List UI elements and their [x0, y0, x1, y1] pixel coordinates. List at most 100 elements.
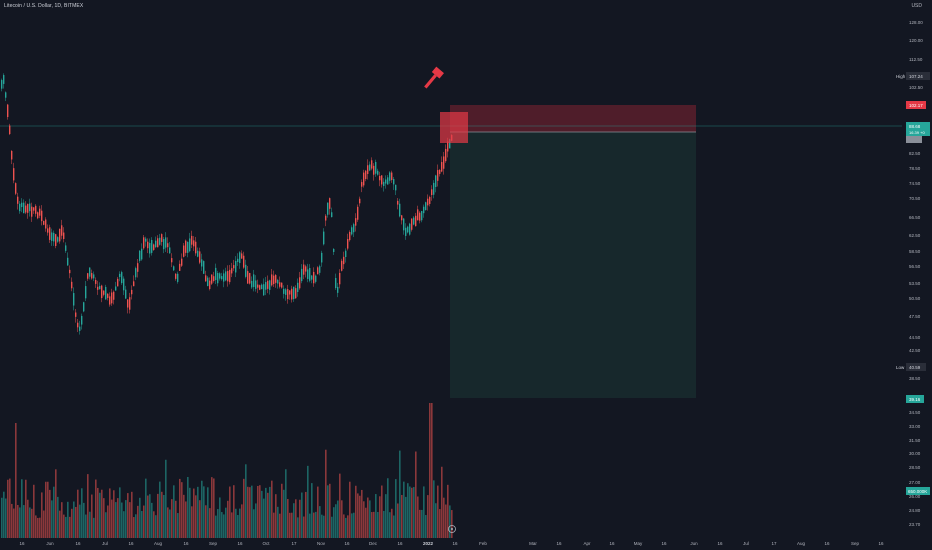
candle-body	[137, 263, 139, 272]
candle-body	[417, 209, 419, 221]
time-axis[interactable]: 16 Jun 16 Jul 16 Aug 16 Sep 16 Oct 17 Nov 16 Dec 16 202…	[19, 541, 884, 546]
volume-bar	[79, 504, 81, 538]
candle-body	[189, 238, 191, 252]
price-axis[interactable]: 128.00 120.00 112.50 102.50 82.50 78.50 74.50 7…	[909, 20, 923, 527]
stop-loss-zone[interactable]	[450, 105, 696, 132]
volume-bar	[191, 506, 193, 538]
volume-bar	[417, 496, 419, 538]
candle-body	[361, 182, 363, 187]
currency-label: USD	[911, 3, 922, 9]
candle-body	[65, 245, 67, 251]
candle-body	[49, 227, 51, 240]
volume-bar	[309, 513, 311, 538]
volume-bar	[217, 509, 219, 538]
candle-body	[105, 286, 107, 300]
candle-body	[327, 202, 329, 215]
volume-bar	[367, 497, 369, 538]
volume-bar	[355, 485, 357, 538]
volume-bar	[33, 484, 35, 538]
price-tick: 82.50	[909, 151, 921, 156]
time-tick: 2022	[423, 541, 434, 546]
candle-body	[201, 259, 203, 267]
time-tick: 16	[19, 541, 25, 546]
candle-body	[387, 177, 389, 185]
volume-bar	[379, 496, 381, 538]
candle-body	[391, 172, 393, 181]
candle-body	[127, 299, 129, 308]
candle-body	[389, 172, 391, 181]
volume-bar	[297, 517, 299, 538]
volume-bar	[81, 488, 83, 538]
candle-body	[63, 232, 65, 239]
candle-body	[299, 277, 301, 289]
volume-bar	[147, 495, 149, 538]
volume-bar	[183, 494, 185, 538]
volume-bar	[251, 485, 253, 538]
candle-body	[11, 150, 13, 160]
time-tick: May	[634, 541, 643, 546]
gear-icon[interactable]	[448, 525, 456, 533]
candle-body	[303, 264, 305, 275]
candle-body	[227, 271, 229, 282]
volume-bar	[15, 423, 17, 538]
candle-body	[321, 252, 323, 263]
volume-bar	[383, 510, 385, 538]
candle-body	[435, 175, 437, 188]
candle-body	[131, 289, 133, 295]
hammer-icon[interactable]	[422, 66, 444, 91]
candle-body	[31, 206, 33, 217]
candle-body	[243, 255, 245, 268]
candle-body	[139, 250, 141, 261]
take-profit-zone[interactable]	[450, 132, 696, 398]
candle-body	[345, 250, 347, 257]
price-tick: 56.50	[909, 264, 921, 269]
candle-body	[235, 260, 237, 273]
pattern-highlight-box[interactable]	[440, 112, 468, 143]
candle-body	[87, 273, 89, 279]
candle-body	[311, 275, 313, 280]
volume-bar	[161, 491, 163, 538]
price-tick: 23.70	[909, 522, 921, 527]
volume-bar	[283, 489, 285, 538]
time-tick: Jul	[102, 541, 108, 546]
candle-body	[195, 241, 197, 254]
candle-body	[115, 286, 117, 291]
candle-body	[69, 269, 71, 274]
candle-body	[223, 273, 225, 282]
volume-bar	[239, 508, 241, 538]
volume-bar	[173, 485, 175, 538]
price-tick: 66.50	[909, 215, 921, 220]
candle-body	[439, 169, 441, 174]
volume-bar	[91, 494, 93, 538]
volume-bar	[287, 499, 289, 538]
candle-body	[119, 273, 121, 278]
volume-bar	[439, 509, 441, 538]
candle-body	[185, 240, 187, 253]
time-tick: Oct	[262, 541, 270, 546]
volume-bar	[343, 514, 345, 538]
volume-bar	[401, 494, 403, 538]
volume-bar	[363, 501, 365, 538]
candle-body	[339, 272, 341, 285]
candle-body	[165, 237, 167, 248]
high-label-group: High 107.24	[896, 72, 930, 80]
candle-body	[245, 264, 247, 277]
volume-bar	[189, 487, 191, 538]
volume-bar	[347, 515, 349, 538]
volume-bar	[295, 499, 297, 538]
volume-bar	[107, 505, 109, 538]
current-price: 88.68	[909, 124, 921, 129]
time-tick: Sep	[851, 541, 860, 546]
time-tick: 16	[717, 541, 723, 546]
volume-bar	[319, 506, 321, 538]
candle-body	[121, 272, 123, 284]
price-tick: 44.50	[909, 335, 921, 340]
volume-bar	[249, 487, 251, 538]
candle-body	[149, 243, 151, 254]
time-tick: Dec	[369, 541, 378, 546]
candle-body	[407, 226, 409, 233]
time-tick: Aug	[797, 541, 806, 546]
volume-bar	[53, 486, 55, 538]
